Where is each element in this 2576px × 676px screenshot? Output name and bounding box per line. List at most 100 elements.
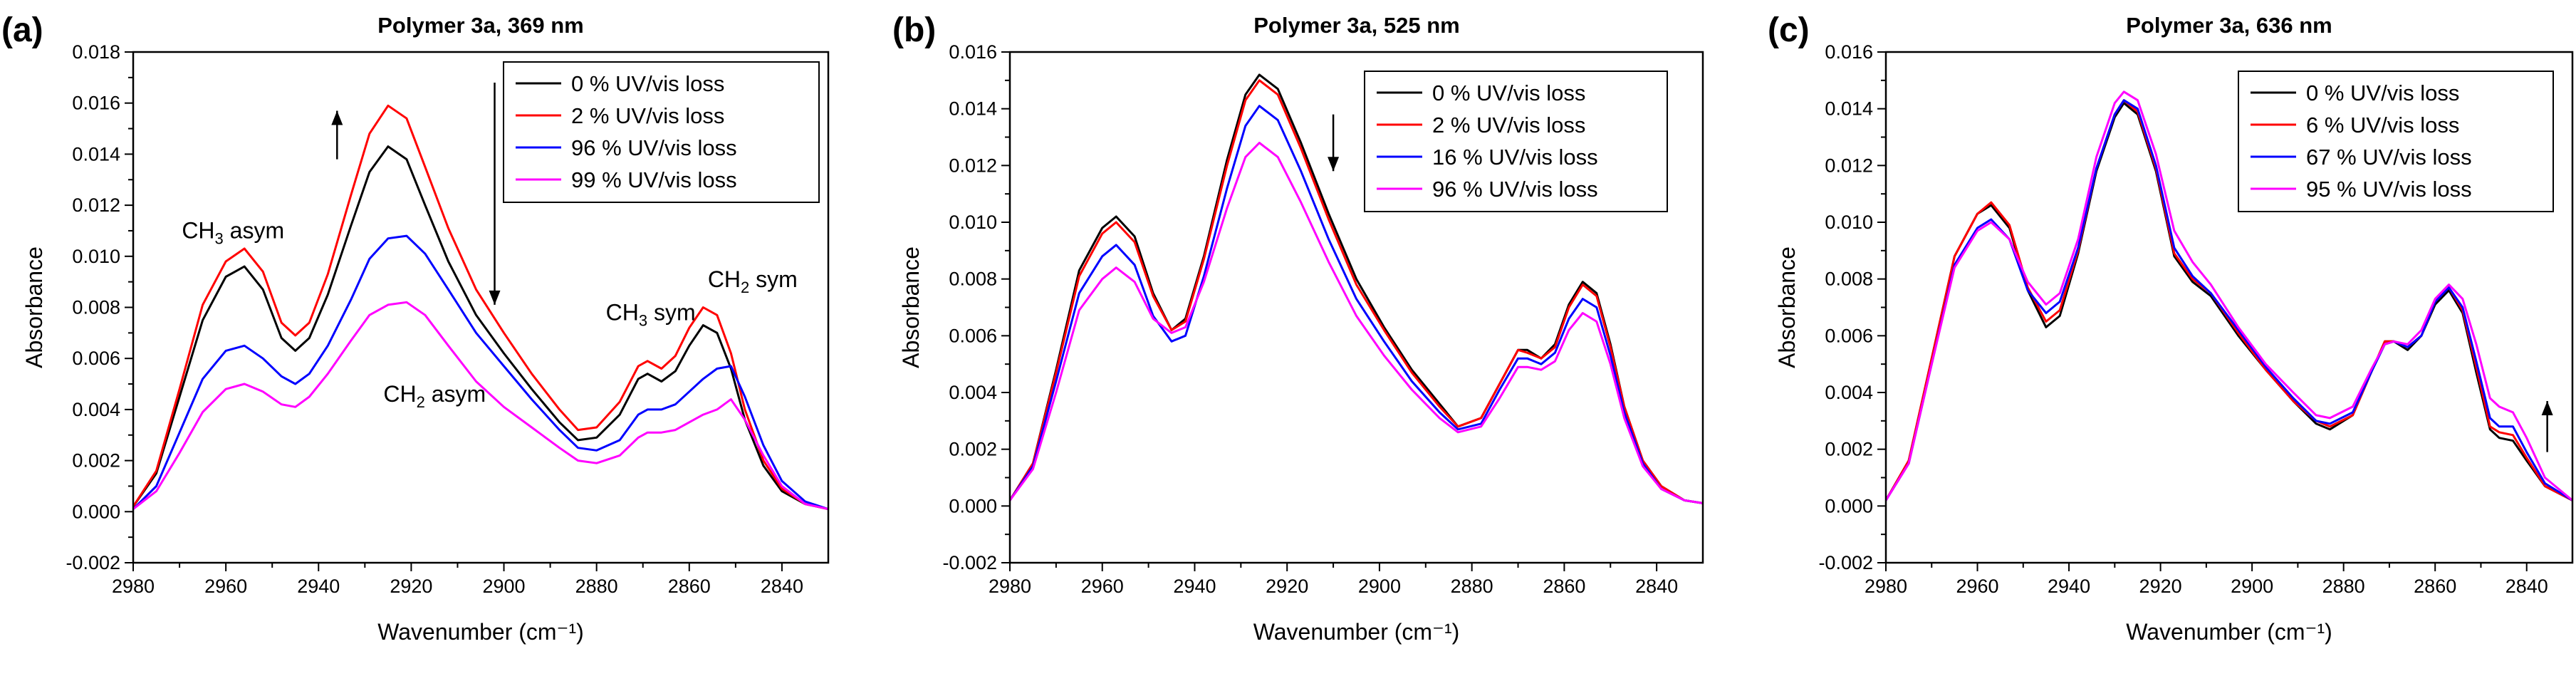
x-tick-label: 2960: [1956, 576, 1998, 597]
y-tick-label: 0.014: [72, 143, 120, 165]
series-line-1: [1010, 73, 1703, 504]
y-tick-label: 0.012: [1825, 155, 1873, 176]
chart-title: Polymer 3a, 369 nm: [377, 13, 584, 38]
x-tick-label: 2860: [1543, 576, 1585, 597]
x-tick-label: 2840: [2505, 576, 2548, 597]
arrow-head: [489, 290, 501, 305]
x-tick-label: 2940: [297, 576, 340, 597]
y-tick-label: 0.010: [1825, 212, 1873, 233]
series-group: [133, 104, 828, 511]
x-tick-label: 2940: [2048, 576, 2090, 597]
x-tick-label: 2920: [390, 576, 432, 597]
x-tick-label: 2880: [575, 576, 618, 597]
y-tick-label: 0.018: [72, 41, 120, 63]
y-tick-label: 0.004: [1825, 382, 1873, 403]
x-tick-label: 2860: [668, 576, 711, 597]
x-tick-label: 2900: [1358, 576, 1401, 597]
legend-entry: 0 % UV/vis loss: [1432, 80, 1585, 105]
y-tick-label: 0.000: [72, 501, 120, 522]
series-line-3: [133, 234, 828, 511]
x-tick-label: 2920: [1266, 576, 1308, 597]
peak-annotation: CH3 asym: [182, 218, 284, 248]
y-tick-label: 0.014: [949, 98, 997, 120]
x-tick-label: 2860: [2414, 576, 2456, 597]
arrow-head: [2541, 400, 2553, 415]
trend-arrow-up: [331, 110, 343, 160]
arrow-head: [331, 110, 343, 125]
panel-label: (c): [1768, 11, 1810, 49]
series-line-4: [1886, 90, 2572, 501]
x-tick-label: 2940: [1173, 576, 1216, 597]
y-tick-label: 0.006: [72, 348, 120, 369]
legend-entry: 95 % UV/vis loss: [2306, 177, 2472, 202]
y-tick-label: 0.004: [949, 382, 997, 403]
y-tick-label: -0.002: [1818, 552, 1873, 573]
legend: 0 % UV/vis loss 2 % UV/vis loss 96 % UV/vi…: [503, 61, 820, 203]
x-axis-label: Wavenumber (cm⁻¹): [377, 619, 584, 645]
legend: 0 % UV/vis loss 6 % UV/vis loss 67 % UV/vi…: [2238, 71, 2554, 212]
y-tick-label: 0.008: [72, 297, 120, 318]
x-tick-label: 2880: [2322, 576, 2365, 597]
series-line-3: [1010, 105, 1703, 504]
legend-entry: 6 % UV/vis loss: [2306, 113, 2459, 137]
legend-entry: 2 % UV/vis loss: [1432, 113, 1585, 137]
x-tick-label: 2880: [1451, 576, 1493, 597]
peak-annotation: CH2 sym: [708, 266, 798, 296]
series-line-2: [1010, 79, 1703, 504]
x-tick-label: 2960: [204, 576, 247, 597]
trend-arrow-up: [2541, 400, 2553, 452]
y-tick-label: 0.016: [1825, 41, 1873, 63]
y-axis-label: Absorbance: [1774, 246, 1800, 368]
y-tick-label: -0.002: [942, 552, 997, 573]
trend-arrow-down: [489, 83, 501, 305]
x-tick-label: 2900: [482, 576, 525, 597]
peak-annotation: CH2 asym: [383, 381, 486, 411]
y-tick-label: 0.008: [949, 269, 997, 290]
y-tick-label: 0.012: [72, 194, 120, 216]
legend-entry: 96 % UV/vis loss: [571, 135, 737, 160]
legend-entry: 99 % UV/vis loss: [571, 167, 737, 192]
chart-panel-1: 2980 2960 2940 2920 2900 2880 2860 2840 -0.002 0.…: [1, 11, 830, 645]
x-tick-label: 2840: [761, 576, 803, 597]
y-tick-label: 0.016: [72, 93, 120, 114]
x-tick-label: 2840: [1635, 576, 1678, 597]
trend-arrow-down: [1328, 114, 1340, 172]
y-tick-label: 0.014: [1825, 98, 1873, 120]
y-tick-label: 0.016: [949, 41, 997, 63]
series-line-1: [133, 145, 828, 511]
legend-entry: 67 % UV/vis loss: [2306, 145, 2472, 170]
y-tick-label: 0.008: [1825, 269, 1873, 290]
series-line-3: [1886, 99, 2572, 501]
y-axis-label: Absorbance: [21, 246, 47, 368]
legend-entry: 2 % UV/vis loss: [571, 103, 724, 128]
series-group: [1886, 90, 2572, 501]
panel-label: (b): [892, 11, 936, 49]
legend-entry: 0 % UV/vis loss: [2306, 80, 2459, 105]
peak-annotation: CH3 sym: [606, 299, 696, 329]
panel-label: (a): [1, 11, 43, 49]
x-tick-label: 2960: [1081, 576, 1124, 597]
series-group: [1010, 73, 1703, 504]
chart-panel-3: 2980 2960 2940 2920 2900 2880 2860 2840 -0.002 0.…: [1768, 11, 2574, 645]
legend-entry: 0 % UV/vis loss: [571, 71, 724, 96]
y-tick-label: 0.002: [949, 439, 997, 460]
series-line-4: [133, 301, 828, 511]
x-tick-label: 2980: [112, 576, 155, 597]
series-line-2: [133, 104, 828, 511]
y-axis-label: Absorbance: [898, 246, 924, 368]
y-tick-label: 0.000: [949, 495, 997, 516]
y-tick-label: 0.006: [1825, 325, 1873, 346]
chart-title: Polymer 3a, 525 nm: [1253, 13, 1460, 38]
legend-entry: 96 % UV/vis loss: [1432, 177, 1598, 202]
y-tick-label: 0.002: [72, 450, 120, 472]
x-axis-label: Wavenumber (cm⁻¹): [1253, 619, 1460, 645]
y-tick-label: 0.002: [1825, 439, 1873, 460]
legend: 0 % UV/vis loss 2 % UV/vis loss 16 % UV/vi…: [1364, 71, 1668, 212]
x-tick-label: 2920: [2139, 576, 2182, 597]
chart-title: Polymer 3a, 636 nm: [2126, 13, 2332, 38]
chart-panel-2: 2980 2960 2940 2920 2900 2880 2860 2840 -0.002 0.…: [892, 11, 1704, 645]
arrow-head: [1328, 157, 1340, 172]
x-axis-label: Wavenumber (cm⁻¹): [2126, 619, 2332, 645]
y-tick-label: 0.012: [949, 155, 997, 176]
